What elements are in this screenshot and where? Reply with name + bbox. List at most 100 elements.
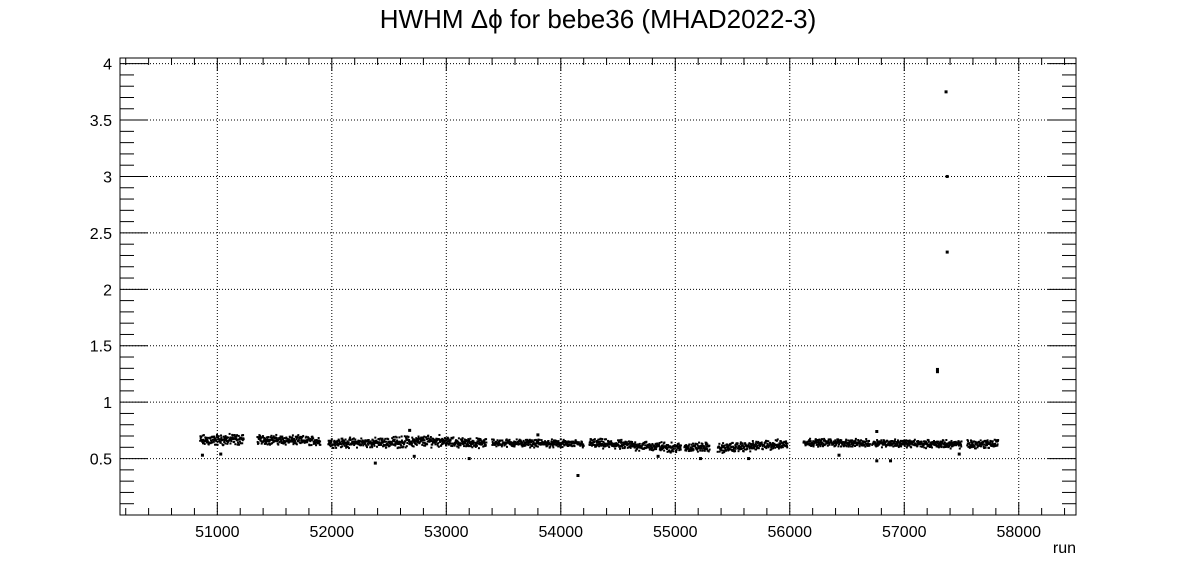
data-point	[971, 443, 974, 446]
data-point	[443, 440, 446, 443]
data-point	[470, 440, 473, 443]
data-point	[955, 444, 958, 447]
data-point	[535, 445, 538, 448]
data-point	[624, 441, 627, 444]
data-point	[540, 442, 543, 445]
data-point	[599, 437, 602, 440]
data-point	[906, 439, 909, 442]
data-point	[291, 436, 294, 439]
data-point	[863, 443, 866, 446]
data-point	[807, 443, 810, 446]
data-point	[726, 443, 729, 446]
data-point	[817, 443, 820, 446]
data-point	[597, 438, 600, 441]
data-point	[440, 439, 443, 442]
data-point	[570, 442, 573, 445]
data-point	[478, 441, 481, 444]
data-point	[923, 440, 926, 443]
data-point	[953, 443, 956, 446]
data-point	[280, 442, 283, 445]
data-point	[560, 443, 563, 446]
data-point	[423, 439, 426, 442]
data-point	[239, 442, 242, 445]
data-point-outlier	[875, 459, 879, 463]
data-point	[242, 438, 245, 441]
data-point	[854, 437, 857, 440]
data-point	[990, 444, 993, 447]
data-point	[268, 443, 271, 446]
data-point	[421, 443, 424, 446]
data-point	[727, 446, 730, 449]
data-point	[415, 437, 418, 440]
data-point	[484, 444, 487, 447]
data-point	[453, 444, 456, 447]
data-point	[328, 441, 331, 444]
data-point	[412, 439, 415, 442]
data-point	[818, 438, 821, 441]
data-point	[329, 439, 332, 442]
data-point	[297, 434, 300, 437]
data-point	[270, 434, 273, 437]
data-point	[959, 441, 962, 444]
data-point	[373, 443, 376, 446]
data-point	[529, 443, 532, 446]
data-point	[537, 438, 540, 441]
data-point	[317, 437, 320, 440]
data-point	[344, 441, 347, 444]
data-point	[275, 437, 278, 440]
data-point	[528, 441, 531, 444]
data-point	[312, 437, 315, 440]
data-point	[679, 448, 682, 451]
data-point	[897, 440, 900, 443]
data-point	[457, 441, 460, 444]
data-point	[905, 441, 908, 444]
data-point-outlier	[219, 452, 223, 456]
data-point	[240, 437, 243, 440]
data-point	[996, 444, 999, 447]
data-point	[603, 443, 606, 446]
data-point-outlier	[837, 453, 841, 457]
data-point	[397, 446, 400, 449]
data-point	[997, 439, 1000, 442]
data-point	[562, 443, 565, 446]
data-point	[226, 441, 229, 444]
data-point	[966, 442, 969, 445]
data-point	[751, 447, 754, 450]
data-point	[366, 442, 369, 445]
data-point	[677, 442, 680, 445]
data-point	[302, 434, 305, 437]
y-tick-label: 1.5	[90, 339, 112, 356]
data-point	[475, 443, 478, 446]
data-point	[475, 437, 478, 440]
data-point	[628, 441, 631, 444]
data-point	[261, 436, 264, 439]
data-point	[977, 441, 980, 444]
data-point	[651, 446, 654, 449]
data-point	[373, 444, 376, 447]
data-point	[237, 442, 240, 445]
data-point	[491, 443, 494, 446]
data-point	[526, 440, 529, 443]
data-point	[700, 445, 703, 448]
data-point	[303, 439, 306, 442]
data-point	[606, 444, 609, 447]
data-point-outlier	[373, 461, 377, 465]
data-point	[607, 440, 610, 443]
data-point	[932, 442, 935, 445]
data-point	[263, 439, 266, 442]
data-point	[967, 445, 970, 448]
data-point	[281, 435, 284, 438]
data-point	[842, 445, 845, 448]
data-point	[874, 442, 877, 445]
data-point	[552, 440, 555, 443]
data-point	[889, 444, 892, 447]
data-point	[450, 444, 453, 447]
data-point	[407, 435, 410, 438]
data-point	[597, 441, 600, 444]
data-point	[989, 440, 992, 443]
data-point	[328, 443, 331, 446]
data-point	[718, 445, 721, 448]
data-point	[659, 447, 662, 450]
data-point	[666, 450, 669, 453]
